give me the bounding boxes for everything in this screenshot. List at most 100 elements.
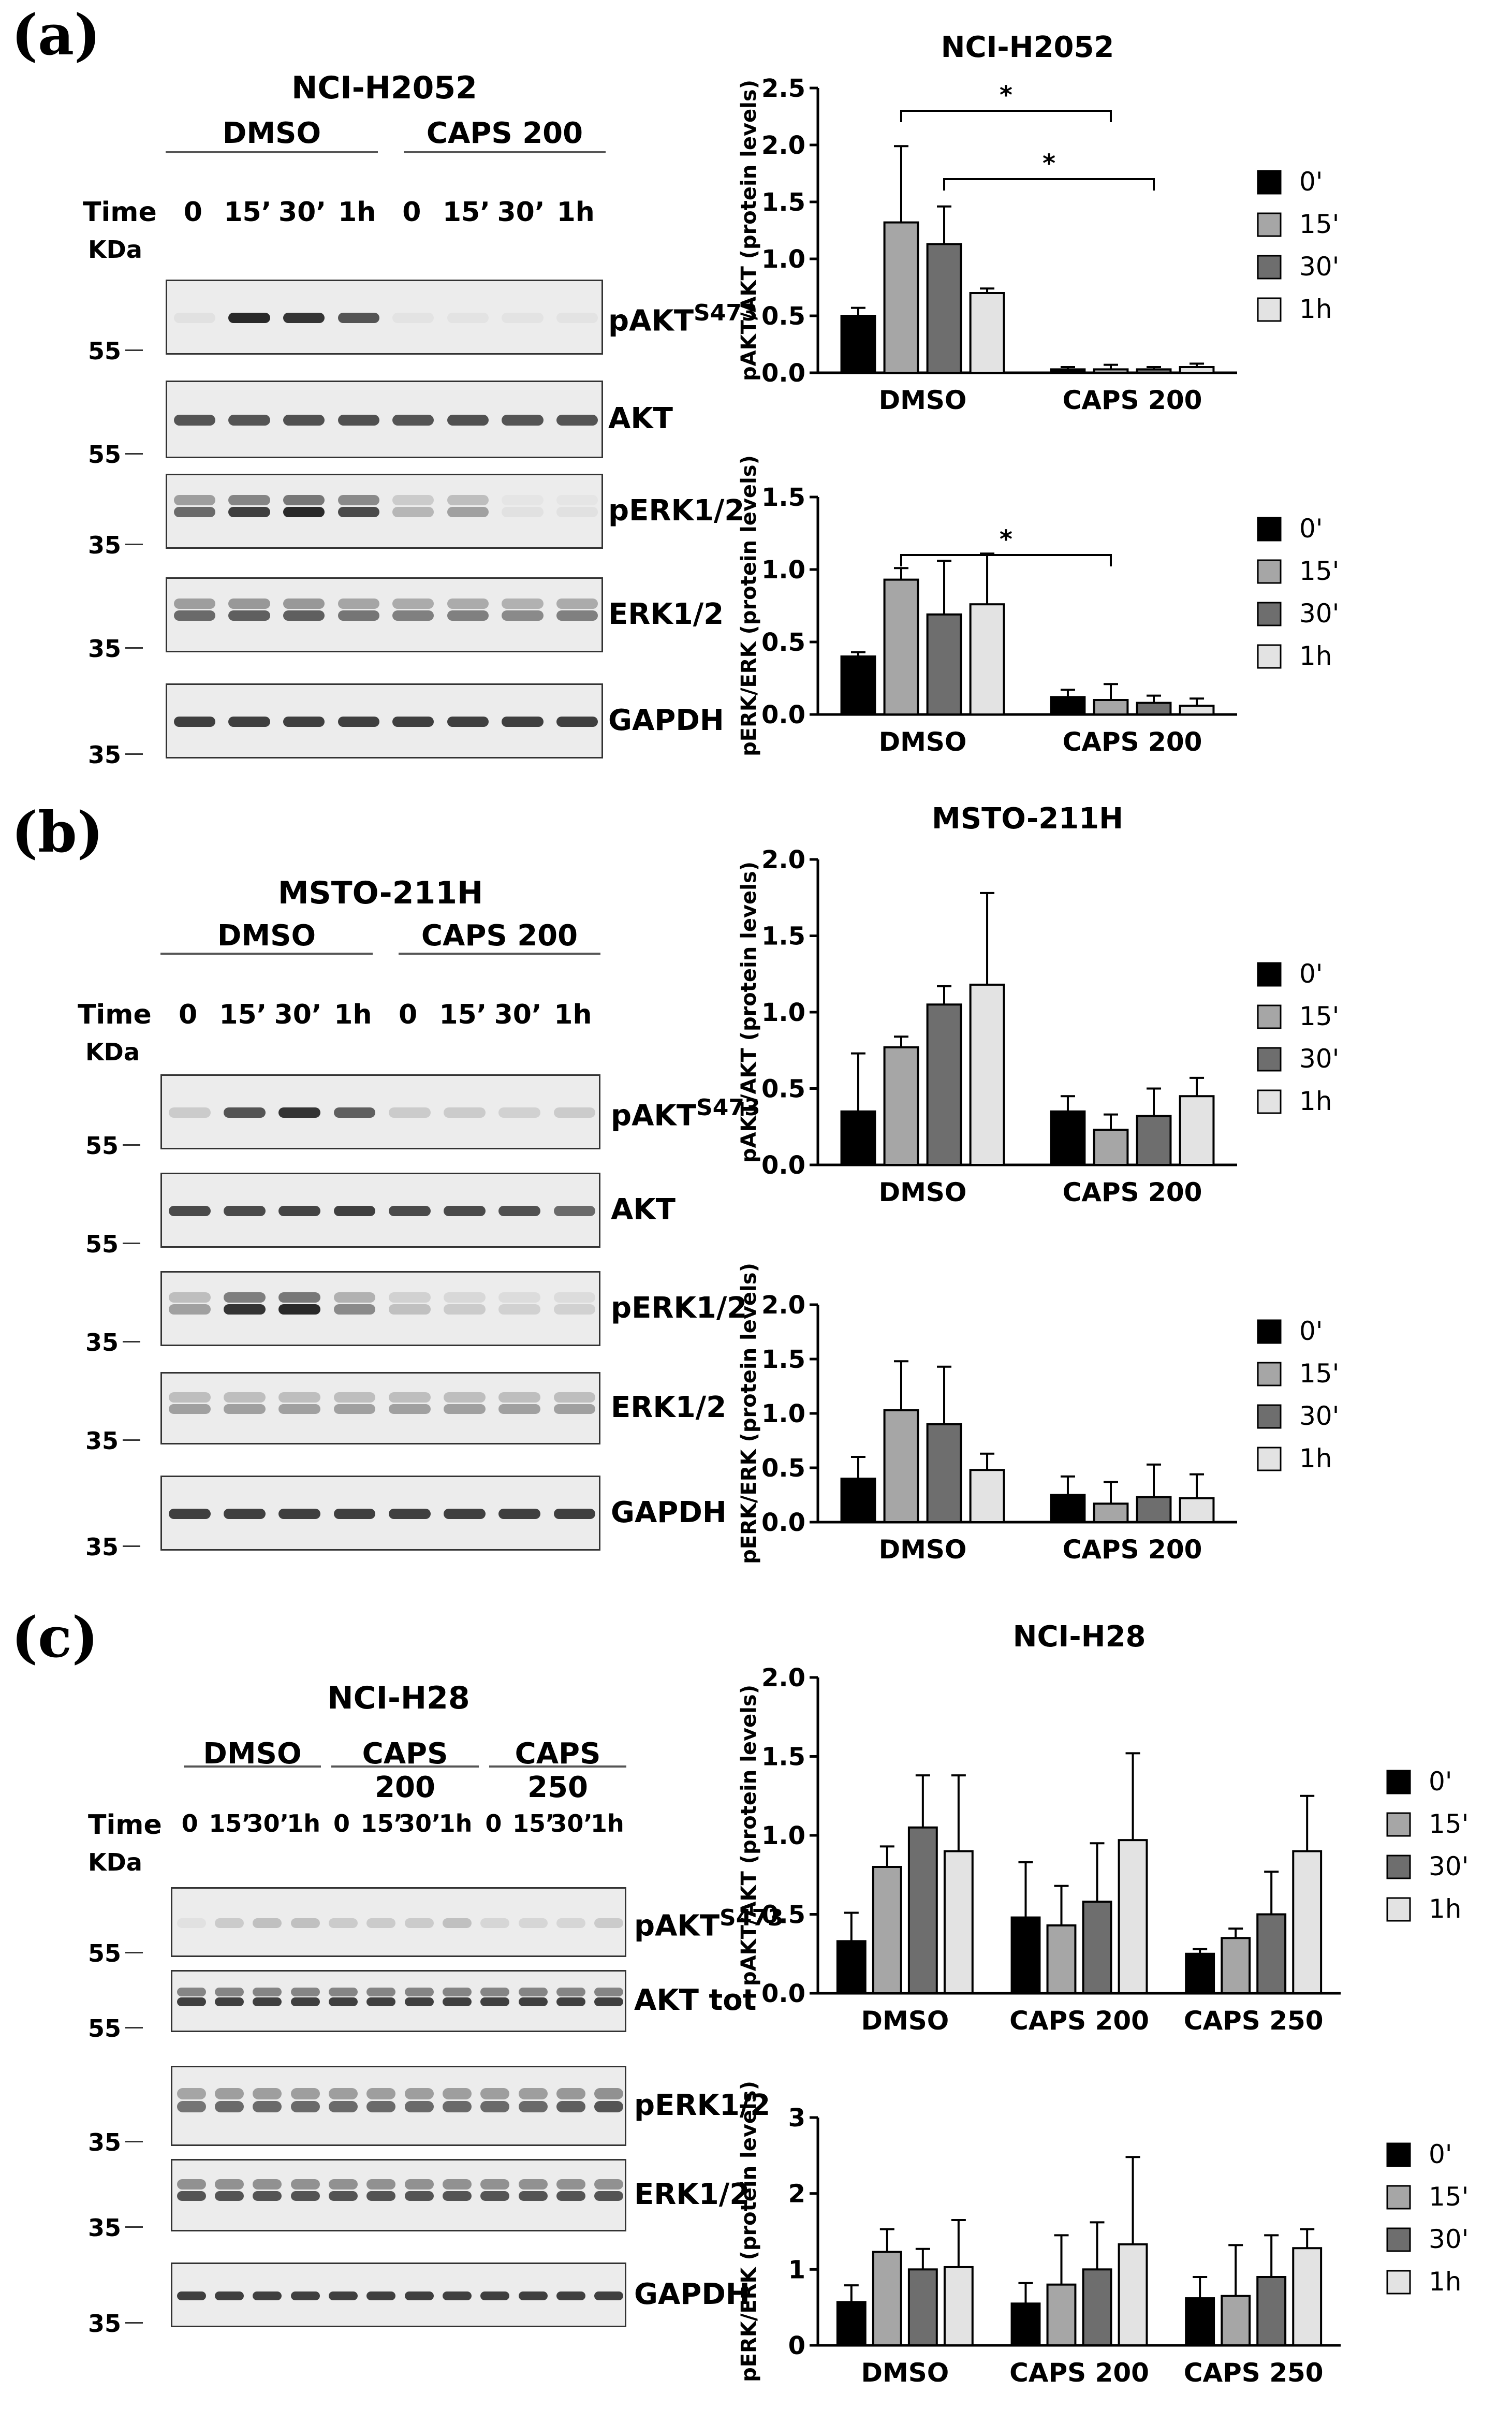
protein-band bbox=[556, 610, 598, 621]
legend-label: 1h bbox=[1429, 2267, 1462, 2297]
y-tick-label: 1.5 bbox=[761, 922, 805, 951]
legend-label: 30' bbox=[1299, 252, 1339, 282]
bar bbox=[969, 292, 1005, 374]
significance-bracket bbox=[943, 178, 1155, 191]
protein-band bbox=[498, 1404, 540, 1414]
protein-band bbox=[444, 1404, 486, 1414]
time-point-label: 1h bbox=[556, 197, 595, 228]
legend-label: 1h bbox=[1299, 1443, 1332, 1473]
chart-title: NCI-H28 bbox=[1013, 1620, 1146, 1654]
bar bbox=[1010, 1916, 1041, 1994]
blot-cell-line-title: NCI-H2052 bbox=[291, 70, 477, 106]
blot-protein-label: AKT bbox=[611, 1193, 676, 1227]
y-tick-label: 1.0 bbox=[761, 998, 805, 1027]
protein-band bbox=[173, 415, 215, 426]
legend-swatch bbox=[1257, 1089, 1282, 1114]
y-tick-label: 1.0 bbox=[761, 556, 805, 585]
time-point-label: 1h bbox=[338, 197, 376, 228]
protein-band bbox=[329, 2191, 358, 2201]
protein-band bbox=[404, 2179, 434, 2190]
protein-band bbox=[228, 506, 270, 518]
blot-pakt bbox=[160, 1074, 600, 1149]
protein-band bbox=[444, 1304, 486, 1315]
protein-band bbox=[278, 1304, 320, 1315]
x-category-label: DMSO bbox=[861, 2358, 949, 2388]
protein-band bbox=[443, 2179, 472, 2190]
legend-label: 30' bbox=[1429, 1851, 1469, 1881]
x-category-label: CAPS 250 bbox=[1184, 2358, 1324, 2388]
protein-band bbox=[556, 2088, 585, 2099]
legend-swatch bbox=[1257, 255, 1282, 280]
bar bbox=[943, 1850, 974, 1994]
protein-band bbox=[553, 1205, 596, 1217]
time-point-label: 0 bbox=[179, 999, 198, 1030]
protein-band bbox=[290, 1988, 320, 1996]
legend-label: 15' bbox=[1299, 209, 1339, 239]
protein-band bbox=[556, 2179, 585, 2190]
protein-band bbox=[443, 1997, 472, 2007]
bar-chart: 0 1 2 3 pERK/ERK (protein levels) DMSO CAPS 20… bbox=[737, 2081, 1469, 2388]
legend-swatch bbox=[1257, 170, 1282, 195]
phospho-site: S473 bbox=[720, 1904, 784, 1931]
protein-band bbox=[333, 1292, 376, 1303]
legend-swatch bbox=[1257, 1319, 1282, 1344]
protein-band bbox=[553, 1292, 596, 1303]
protein-band bbox=[404, 1997, 434, 2007]
condition-underline bbox=[184, 1765, 321, 1768]
mw-marker-tick bbox=[123, 1243, 140, 1244]
protein-name: pERK1/2 bbox=[634, 2088, 771, 2122]
protein-band bbox=[498, 1392, 540, 1403]
x-category-label: CAPS 200 bbox=[1009, 2006, 1149, 2036]
protein-band bbox=[366, 1997, 396, 2007]
protein-band bbox=[392, 312, 434, 324]
x-category-label: CAPS 200 bbox=[1063, 1177, 1202, 1207]
y-axis-label: pERK/ERK (protein levels) bbox=[737, 2081, 761, 2382]
protein-band bbox=[502, 415, 544, 426]
protein-band bbox=[283, 598, 325, 609]
protein-band bbox=[253, 2101, 282, 2112]
legend-swatch bbox=[1386, 1770, 1411, 1794]
protein-band bbox=[215, 1988, 244, 1996]
blot-pakt bbox=[166, 280, 603, 355]
bar bbox=[883, 578, 919, 716]
protein-band bbox=[447, 506, 489, 518]
protein-band bbox=[173, 506, 215, 518]
bar bbox=[1050, 368, 1086, 374]
protein-band bbox=[337, 610, 379, 621]
protein-band bbox=[337, 716, 379, 727]
protein-band bbox=[388, 1292, 431, 1303]
protein-band bbox=[278, 1404, 320, 1414]
bar bbox=[1256, 2276, 1287, 2346]
mw-marker: 55 bbox=[85, 1230, 119, 1258]
blot-protein-label: pAKTS473 bbox=[608, 300, 758, 338]
protein-band bbox=[333, 1107, 376, 1118]
protein-band bbox=[404, 2088, 434, 2099]
legend-swatch bbox=[1257, 1004, 1282, 1029]
x-category-label: CAPS 200 bbox=[1009, 2358, 1149, 2388]
protein-band bbox=[556, 2191, 585, 2201]
protein-band bbox=[337, 506, 379, 518]
bar bbox=[1118, 1839, 1148, 1994]
phospho-site: S473 bbox=[694, 299, 758, 326]
bar bbox=[872, 1866, 902, 1994]
mw-marker-tick bbox=[125, 349, 143, 351]
bar bbox=[943, 2266, 974, 2346]
y-tick-label: 1.5 bbox=[761, 483, 805, 512]
bar bbox=[1256, 1913, 1287, 1994]
protein-band bbox=[443, 2191, 472, 2201]
phospho-site: S473 bbox=[696, 1094, 760, 1121]
kda-label: KDa bbox=[85, 1038, 140, 1066]
protein-band bbox=[498, 1508, 540, 1520]
protein-band bbox=[168, 1107, 211, 1118]
bar bbox=[926, 613, 962, 716]
protein-band bbox=[366, 2291, 396, 2300]
y-tick-label: 1.5 bbox=[761, 1345, 805, 1374]
protein-band bbox=[518, 1997, 548, 2007]
protein-band bbox=[215, 1997, 244, 2007]
protein-band bbox=[366, 1988, 396, 1996]
blot-protein-label: ERK1/2 bbox=[608, 597, 724, 631]
blot-erk1-2 bbox=[160, 1372, 600, 1444]
protein-band bbox=[168, 1205, 211, 1217]
protein-band bbox=[594, 1997, 624, 2007]
protein-band bbox=[224, 1404, 266, 1414]
